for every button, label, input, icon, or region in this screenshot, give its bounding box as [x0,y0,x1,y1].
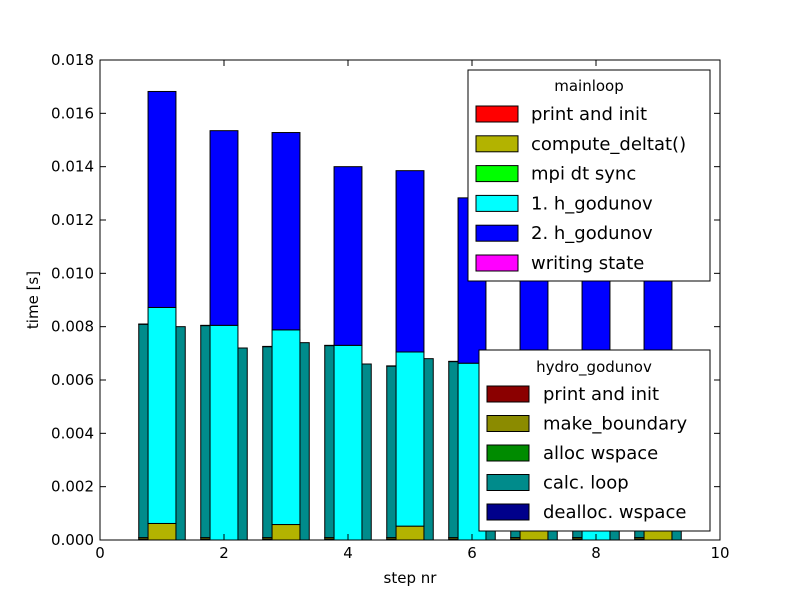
bar-mainloop-1-2 [272,525,300,540]
legend-mainloop-swatch-3 [476,195,518,211]
legend-mainloop-label-3: 1. h_godunov [531,193,653,214]
bar-mainloop-3-0 [148,307,176,523]
legend-mainloop-label-5: writing state [531,253,644,274]
legend-mainloop: mainloop print and init compute_deltat()m… [468,70,710,281]
bar-mainloop-4-4 [396,171,424,352]
legend-mainloop-swatch-1 [476,136,518,152]
legend-mainloop-swatch-2 [476,166,518,182]
legend-hydro-label-4: dealloc. wspace [543,502,686,523]
x-tick-label-0: 0 [95,544,105,562]
legend-hydro-swatch-3 [487,475,529,491]
x-tick-label-5: 10 [710,544,729,562]
x-axis-label: step nr [384,569,438,587]
legend-hydro-label-0: print and init [543,384,659,405]
legend-hydro-label-2: alloc wspace [543,443,658,464]
y-axis-label: time [s] [24,271,42,329]
x-tick-label-1: 2 [219,544,229,562]
legend-hydro-swatch-4 [487,504,529,520]
legend-hydro-godunov: hydro_godunov print and init make_boundar… [479,350,710,531]
bar-mainloop-1-4 [396,526,424,540]
legend-hydro-label-1: make_boundary [543,414,688,435]
legend-mainloop-label-4: 2. h_godunov [531,223,653,244]
y-tick-label-7: 0.014 [51,158,94,176]
legend-hydro-swatch-2 [487,445,529,461]
x-tick-label-2: 4 [343,544,353,562]
bar-mainloop-1-0 [148,523,176,540]
legend-mainloop-label-1: compute_deltat() [531,134,686,155]
y-tick-label-4: 0.008 [51,318,94,336]
legend-hydro-swatch-1 [487,416,529,432]
legend-hydro-label-3: calc. loop [543,473,629,494]
bar-mainloop-4-1 [210,131,238,326]
y-tick-label-2: 0.004 [51,424,94,442]
y-tick-label-9: 0.018 [51,51,94,69]
legend-mainloop-title: mainloop [554,77,624,95]
y-tick-label-0: 0.000 [51,531,94,549]
y-tick-label-5: 0.010 [51,264,94,282]
bar-mainloop-3-3 [334,345,362,540]
bar-mainloop-3-2 [272,330,300,525]
y-tick-label-8: 0.016 [51,104,94,122]
legend-mainloop-label-0: print and init [531,104,647,125]
legend-mainloop-swatch-4 [476,225,518,241]
bar-mainloop-4-2 [272,133,300,330]
legend-mainloop-swatch-5 [476,255,518,271]
x-tick-label-3: 6 [467,544,477,562]
y-tick-label-3: 0.006 [51,371,94,389]
bar-mainloop-3-4 [396,352,424,526]
legend-mainloop-label-2: mpi dt sync [531,164,636,185]
y-tick-label-1: 0.002 [51,478,94,496]
legend-mainloop-swatch-0 [476,106,518,122]
legend-hydro-swatch-0 [487,386,529,402]
y-tick-label-6: 0.012 [51,211,94,229]
bar-mainloop-4-3 [334,167,362,346]
legend-hydro-title: hydro_godunov [536,358,652,377]
bar-mainloop-4-0 [148,91,176,307]
x-tick-label-4: 8 [591,544,601,562]
bar-mainloop-3-1 [210,325,238,540]
